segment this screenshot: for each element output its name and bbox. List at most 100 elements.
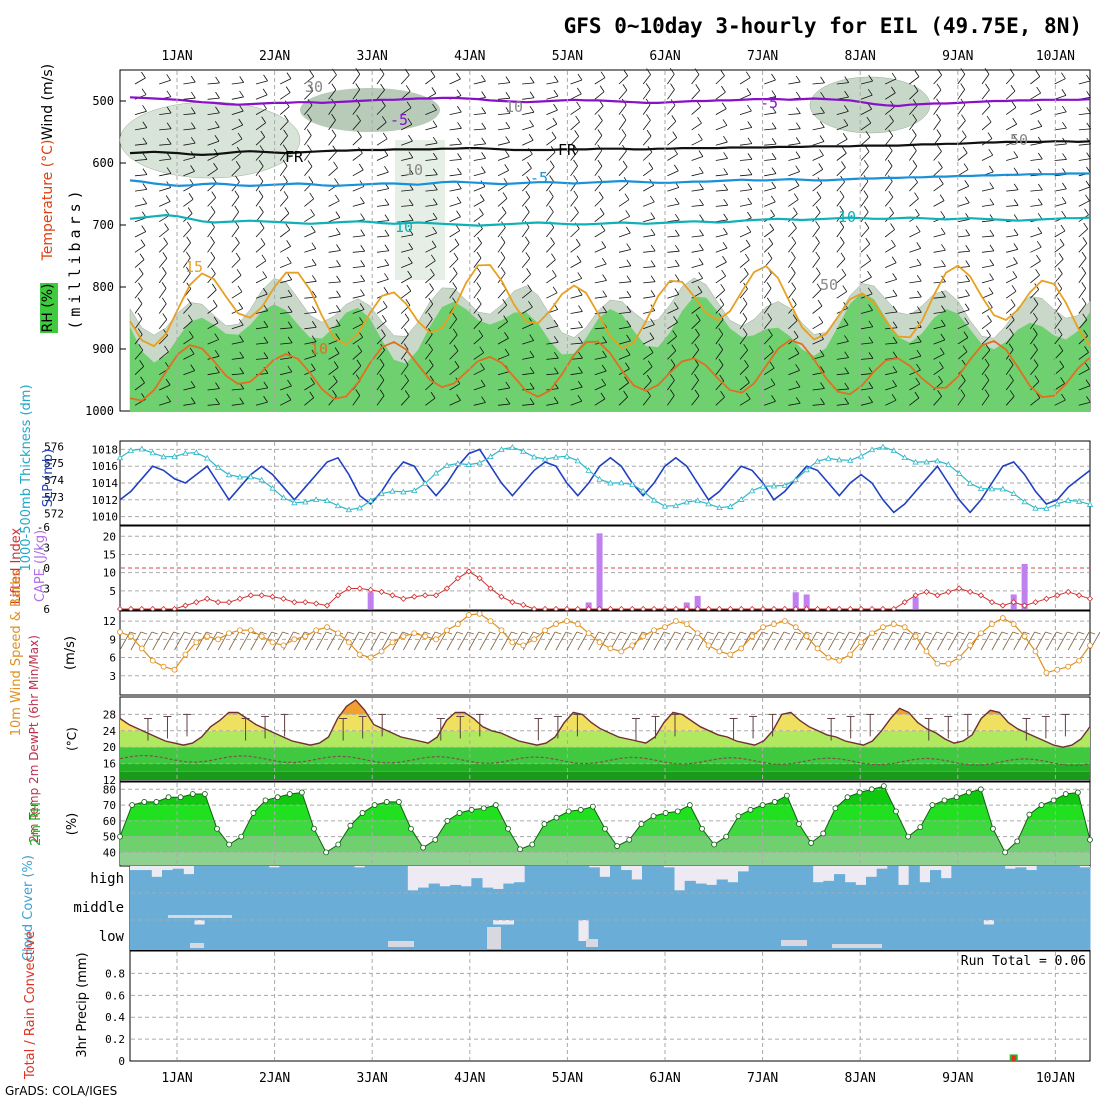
wind-barb	[763, 319, 772, 330]
wind-barb	[449, 366, 460, 376]
wind-barb-flag	[890, 223, 895, 230]
wind-barb	[909, 198, 919, 207]
wind-barb-10m-flag	[391, 631, 398, 635]
wind-barb	[255, 310, 268, 314]
wind-barb	[836, 152, 847, 161]
cloud-bar-middle	[812, 893, 824, 920]
wind-barb-flag	[433, 168, 438, 175]
wind-speed-marker	[356, 651, 363, 658]
wind-speed-marker	[618, 648, 625, 655]
wind-barb	[183, 97, 196, 100]
wind-barb	[764, 158, 777, 161]
wind-barb-10m-flag	[533, 631, 540, 635]
wind-barb-flag	[548, 190, 554, 197]
wind-barb	[352, 89, 361, 100]
cloud-bar-middle	[876, 893, 888, 920]
wind-barb	[449, 244, 460, 253]
cloud-bar-middle	[300, 893, 312, 920]
wind-barb-10m	[185, 631, 196, 651]
wind-barb-flag	[917, 306, 922, 313]
wind-barb-flag	[379, 389, 385, 396]
cloud-bar-middle	[695, 893, 707, 920]
wind-barb-flag	[212, 300, 218, 307]
wind-barb	[909, 326, 922, 330]
wind-barb	[376, 320, 387, 330]
wind-barb	[933, 183, 944, 192]
wind-barb-flag	[791, 236, 797, 244]
wind-barb	[304, 231, 316, 238]
li-marker	[1065, 588, 1072, 595]
wind-barb-flag	[260, 130, 266, 138]
wind-barb-flag	[1086, 91, 1091, 98]
wind-barb-flag	[309, 192, 315, 200]
wind-barb-flag	[141, 88, 147, 95]
wind-barb-flag	[235, 161, 241, 168]
wind-barb	[183, 403, 196, 406]
wind-barb	[376, 138, 388, 146]
wind-barb	[279, 92, 291, 100]
wind-barb-flag	[601, 241, 607, 248]
cloud-bar-low	[748, 920, 760, 950]
wind-barb-flag	[1061, 105, 1067, 113]
wind-barb	[981, 89, 990, 100]
wind-barb	[207, 322, 219, 330]
wind-barb	[860, 227, 870, 238]
wind-barb	[497, 127, 510, 131]
wind-speed-marker	[302, 633, 309, 640]
wind-barb	[159, 128, 172, 131]
wind-barb	[328, 217, 341, 223]
wind-barb	[885, 295, 898, 299]
wind-barb-flag	[360, 229, 366, 236]
wind-barb	[618, 281, 631, 284]
wind-barb-flag	[166, 152, 172, 160]
wind-barb	[957, 89, 966, 100]
wind-barb	[497, 212, 507, 222]
cloud-low-patch	[168, 915, 232, 918]
wind-barb	[739, 365, 749, 375]
cloud-bar-low	[343, 920, 355, 950]
wind-barb-flag	[429, 283, 434, 290]
wind-barb-10m	[675, 631, 687, 651]
cloud-bar-low	[1015, 920, 1027, 950]
wind-barb	[352, 104, 361, 115]
wind-barb-flag	[360, 245, 366, 252]
wind-speed-marker	[1076, 657, 1083, 664]
thickness-marker	[280, 494, 287, 501]
cloud-bar-low	[1058, 920, 1070, 950]
wind-barb-10m-flag	[674, 631, 682, 635]
cloud-bar-middle	[738, 893, 750, 920]
wind-barb	[836, 373, 849, 376]
wind-barb-flag	[234, 205, 240, 213]
wind-barb	[618, 89, 628, 100]
cloud-bar-middle	[706, 893, 718, 920]
wind-barb-flag	[311, 258, 317, 266]
wind-barb	[1078, 128, 1091, 131]
wind-barb-flag	[1034, 375, 1040, 382]
wind-barb	[594, 384, 606, 391]
wind-barb-10m	[958, 631, 970, 651]
wind-barb	[594, 91, 605, 100]
wind-barb-flag	[190, 397, 196, 404]
wind-barb-10m-flag	[1012, 631, 1019, 635]
wind-barb	[981, 293, 994, 299]
wind-barb	[328, 381, 338, 391]
wind-barb	[425, 232, 437, 238]
wind-barb	[643, 266, 656, 268]
wind-barb	[570, 357, 583, 360]
rh-marker	[553, 814, 560, 821]
wind-barb-flag	[864, 160, 869, 167]
thickness-marker	[454, 460, 462, 466]
wind-barb-flag	[258, 190, 264, 197]
cloud-bar-middle	[983, 893, 995, 920]
wind-barb	[304, 248, 316, 253]
cloud-bar-high	[748, 866, 760, 893]
wind-barb-flag	[336, 244, 341, 251]
wind-barb-flag	[844, 335, 849, 342]
rh-marker	[832, 805, 839, 812]
wind-barb-flag	[578, 366, 583, 374]
temp-band	[120, 763, 1090, 772]
wind-barb-flag	[771, 137, 777, 145]
wind-barb	[352, 365, 362, 375]
wind-barb-flag	[379, 68, 385, 75]
